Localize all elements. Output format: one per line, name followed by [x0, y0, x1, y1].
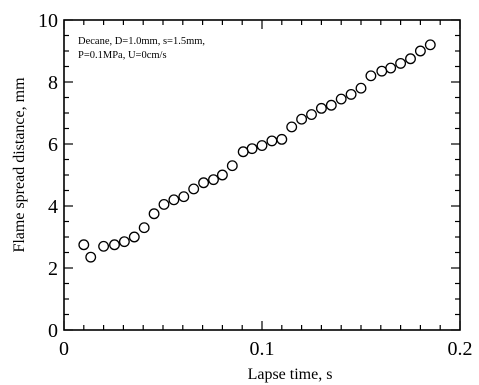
data-point — [246, 143, 258, 155]
data-point — [296, 113, 308, 125]
annotation-line-1: Decane, D=1.0mm, s=1.5mm, — [78, 36, 205, 47]
data-point — [276, 133, 288, 145]
tick-marks — [63, 19, 461, 331]
data-point — [365, 70, 377, 82]
data-point — [355, 82, 367, 94]
x-axis-title: Lapse time, s — [248, 366, 333, 383]
data-point — [198, 177, 210, 189]
data-point — [128, 231, 140, 243]
data-point — [286, 121, 298, 133]
data-point — [315, 102, 327, 114]
data-point — [226, 160, 238, 172]
y-tick-label: 6 — [48, 134, 58, 156]
data-point — [266, 135, 278, 147]
data-point — [385, 62, 397, 74]
data-point — [158, 198, 170, 210]
x-tick-label: 0 — [59, 338, 69, 360]
data-point — [414, 45, 426, 57]
y-axis-title: Flame spread distance, mm — [11, 77, 28, 253]
x-tick-label: 0.2 — [448, 338, 473, 360]
data-point — [85, 251, 97, 263]
plot-frame — [63, 19, 461, 331]
data-point — [376, 65, 388, 77]
data-point — [78, 239, 90, 251]
data-points — [78, 39, 436, 263]
y-tick-label: 10 — [38, 10, 58, 32]
data-point — [306, 109, 317, 121]
data-point — [178, 191, 190, 203]
data-point — [216, 169, 228, 181]
data-point — [168, 194, 180, 206]
annotation-line-2: P=0.1MPa, U=0cm/s — [78, 50, 167, 61]
y-tick-label: 0 — [48, 320, 58, 342]
y-tick-label: 2 — [48, 258, 58, 280]
data-point — [138, 222, 150, 234]
x-tick-label: 0.1 — [250, 338, 275, 360]
data-point — [325, 99, 337, 111]
data-point — [345, 88, 357, 100]
y-tick-label: 8 — [48, 72, 58, 94]
data-point — [237, 146, 249, 158]
data-point — [395, 57, 407, 69]
data-point — [335, 93, 347, 105]
data-point — [424, 39, 436, 51]
data-point — [188, 183, 200, 195]
data-point — [148, 208, 160, 220]
data-point — [109, 239, 120, 251]
tick-labels: 0 0.1 0.2 0 2 4 6 8 10 — [38, 10, 473, 360]
data-point — [208, 174, 219, 186]
data-point — [98, 240, 110, 252]
y-tick-label: 4 — [48, 196, 58, 218]
data-point — [118, 236, 130, 248]
data-point — [256, 140, 268, 152]
data-point — [405, 53, 416, 65]
